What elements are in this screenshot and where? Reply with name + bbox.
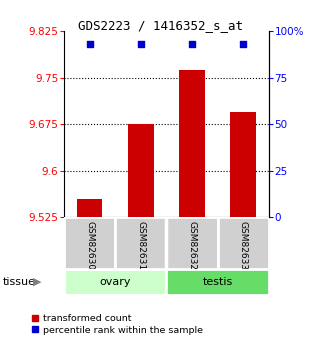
Text: testis: testis [203, 277, 233, 287]
Point [87, 41, 92, 47]
Point [241, 41, 246, 47]
Text: GSM82631: GSM82631 [136, 221, 145, 270]
Point [189, 41, 195, 47]
Text: ▶: ▶ [33, 277, 41, 287]
Bar [128, 124, 154, 217]
Bar [77, 199, 102, 217]
Text: GSM82632: GSM82632 [188, 221, 196, 270]
Bar [115, 217, 166, 269]
Bar [179, 70, 205, 217]
Text: GSM82633: GSM82633 [239, 221, 248, 270]
Bar [230, 112, 256, 217]
Bar [166, 269, 269, 295]
Point [138, 41, 143, 47]
Text: tissue: tissue [3, 277, 36, 287]
Text: GSM82630: GSM82630 [85, 221, 94, 270]
Bar [64, 217, 115, 269]
Legend: transformed count, percentile rank within the sample: transformed count, percentile rank withi… [27, 310, 207, 338]
Bar [218, 217, 269, 269]
Text: ovary: ovary [100, 277, 131, 287]
Bar [166, 217, 218, 269]
Text: GDS2223 / 1416352_s_at: GDS2223 / 1416352_s_at [77, 19, 243, 32]
Bar [64, 269, 166, 295]
